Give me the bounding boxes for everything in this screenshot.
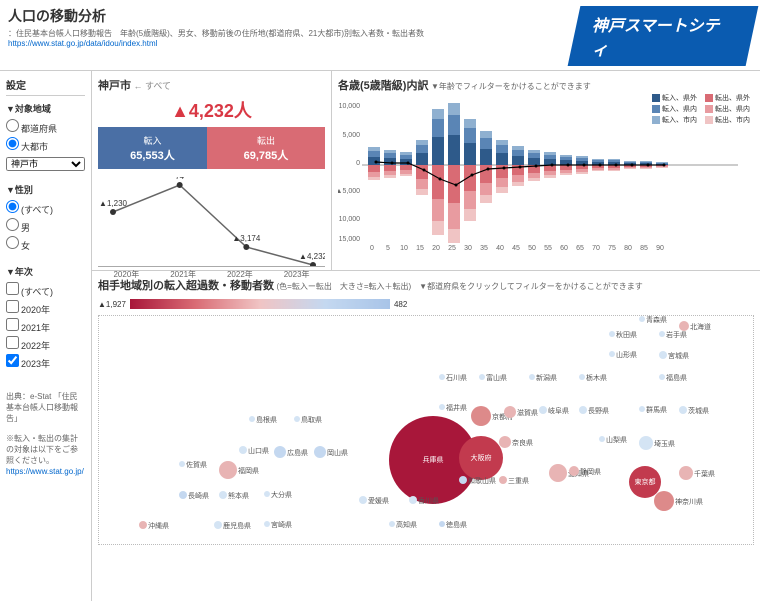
- bubble-秋田県[interactable]: [609, 331, 615, 337]
- bubble-徳島県[interactable]: [439, 521, 445, 527]
- sex-radio[interactable]: 男: [6, 217, 85, 235]
- sex-group: ▼性別 (すべて)男女: [6, 183, 85, 253]
- region-radio[interactable]: 都道府県: [6, 118, 85, 136]
- bubble-山口県[interactable]: [239, 446, 247, 454]
- bubble-map[interactable]: 兵庫県大阪府東京都京都府神奈川県愛知県福岡県埼玉県奈良県滋賀県千葉県広島県岡山県…: [98, 315, 754, 545]
- svg-text:▲1,230: ▲1,230: [99, 199, 127, 208]
- bubble-香川県[interactable]: [409, 496, 417, 504]
- bubble-長野県[interactable]: [579, 406, 587, 414]
- bubble-和歌山県[interactable]: [459, 476, 467, 484]
- bubble-福岡県[interactable]: [219, 461, 237, 479]
- bubble-高知県[interactable]: [389, 521, 395, 527]
- year-group: ▼年次 (すべて)2020年2021年2022年2023年: [6, 265, 85, 371]
- city-select[interactable]: 神戸市: [6, 157, 85, 171]
- net-value: ▲4,232人: [98, 97, 325, 123]
- year-check[interactable]: 2020年: [6, 299, 85, 317]
- svg-text:▲3,174: ▲3,174: [232, 234, 260, 243]
- bubble-滋賀県[interactable]: [504, 406, 516, 418]
- svg-text:5,000: 5,000: [342, 132, 360, 139]
- year-check[interactable]: 2021年: [6, 317, 85, 335]
- svg-text:74: 74: [175, 177, 184, 181]
- bubble-埼玉県[interactable]: [639, 436, 653, 450]
- year-check[interactable]: 2022年: [6, 335, 85, 353]
- bubble-千葉県[interactable]: [679, 466, 693, 480]
- header: 人口の移動分析 ：住民基本台帳人口移動報告 年齢(5歳階級)、男女、移動前後の住…: [0, 0, 760, 71]
- bubble-三重県[interactable]: [499, 476, 507, 484]
- bubble-山梨県[interactable]: [599, 436, 605, 442]
- bubble-山形県[interactable]: [609, 351, 615, 357]
- bubble-石川県[interactable]: [439, 374, 445, 380]
- bubble-奈良県[interactable]: [499, 436, 511, 448]
- bubble-宮崎県[interactable]: [264, 521, 270, 527]
- region-group: ▼対象地域 都道府県大都市 神戸市: [6, 102, 85, 171]
- bubble-鹿児島県[interactable]: [214, 521, 222, 529]
- svg-text:▲4,232: ▲4,232: [299, 252, 325, 261]
- svg-text:▲15,000: ▲15,000: [338, 236, 360, 243]
- bubble-群馬県[interactable]: [639, 406, 645, 412]
- age-legend: 転入、県外転出、県外転入、県内転出、県内転入、市内転出、市内: [652, 93, 750, 125]
- svg-text:▲5,000: ▲5,000: [338, 188, 360, 195]
- region-bubble-panel: 相手地域別の転入超過数・移動者数 (色=転入ー転出 大きさ=転入＋転出) ▼都道…: [92, 271, 760, 601]
- bubble-岐阜県[interactable]: [539, 406, 547, 414]
- bubble-広島県[interactable]: [274, 446, 286, 458]
- svg-text:▲10,000: ▲10,000: [338, 216, 360, 223]
- bubble-愛媛県[interactable]: [359, 496, 367, 504]
- estat-link[interactable]: https://www.stat.go.jp/: [6, 467, 84, 476]
- bubble-福井県[interactable]: [439, 404, 445, 410]
- bubble-大分県[interactable]: [264, 491, 270, 497]
- sex-radio[interactable]: (すべて): [6, 199, 85, 217]
- bubble-福島県[interactable]: [659, 374, 665, 380]
- bubble-京都府[interactable]: [471, 406, 491, 426]
- settings-heading: 設定: [6, 77, 85, 96]
- bubble-沖縄県[interactable]: [139, 521, 147, 529]
- net-migration-panel: 神戸市 ← すべて ▲4,232人 転入65,553人 転出69,785人 ▲1…: [92, 71, 332, 270]
- brand-logo: 神戸スマートシティ: [568, 6, 759, 66]
- color-scale: ▲1,927482: [98, 299, 754, 309]
- inout-bars: 転入65,553人 転出69,785人: [98, 127, 325, 169]
- year-check[interactable]: (すべて): [6, 281, 85, 299]
- page-title: 人口の移動分析: [8, 6, 574, 26]
- bubble-佐賀県[interactable]: [179, 461, 185, 467]
- sex-radio[interactable]: 女: [6, 235, 85, 253]
- trend-line-chart[interactable]: ▲1,230 74 ▲3,174 ▲4,232: [98, 177, 325, 267]
- bubble-青森県[interactable]: [639, 316, 645, 322]
- bubble-宮城県[interactable]: [659, 351, 667, 359]
- bubble-岡山県[interactable]: [314, 446, 326, 458]
- bubble-静岡県[interactable]: [569, 466, 579, 476]
- sidebar: 設定 ▼対象地域 都道府県大都市 神戸市 ▼性別 (すべて)男女 ▼年次 (すべ…: [0, 71, 92, 601]
- bubble-富山県[interactable]: [479, 374, 485, 380]
- bubble-岩手県[interactable]: [659, 331, 665, 337]
- bubble-神奈川県[interactable]: [654, 491, 674, 511]
- bubble-栃木県[interactable]: [579, 374, 585, 380]
- svg-text:10,000: 10,000: [339, 103, 361, 110]
- age-breakdown-panel: 各歳(5歳階級)内訳 ▼年齢でフィルターをかけることができます 転入、県外転出、…: [332, 71, 760, 270]
- source-info: 出典：e-Stat 「住民基本台帳人口移動報告」 ※転入・転出の集計の対象は以下…: [6, 391, 85, 477]
- bubble-熊本県[interactable]: [219, 491, 227, 499]
- bubble-長崎県[interactable]: [179, 491, 187, 499]
- bubble-愛知県[interactable]: [549, 464, 567, 482]
- bubble-大阪府[interactable]: 大阪府: [459, 436, 503, 480]
- bubble-茨城県[interactable]: [679, 406, 687, 414]
- bubble-新潟県[interactable]: [529, 374, 535, 380]
- bubble-島根県[interactable]: [249, 416, 255, 422]
- region-radio[interactable]: 大都市: [6, 136, 85, 154]
- source-link[interactable]: https://www.stat.go.jp/data/idou/index.h…: [8, 39, 157, 48]
- bubble-鳥取県[interactable]: [294, 416, 300, 422]
- year-check[interactable]: 2023年: [6, 353, 85, 371]
- svg-text:0: 0: [356, 160, 360, 167]
- age-stacked-chart[interactable]: 転入、県外転出、県外転入、県内転出、県内転入、市内転出、市内 10,000 5,0…: [338, 93, 754, 243]
